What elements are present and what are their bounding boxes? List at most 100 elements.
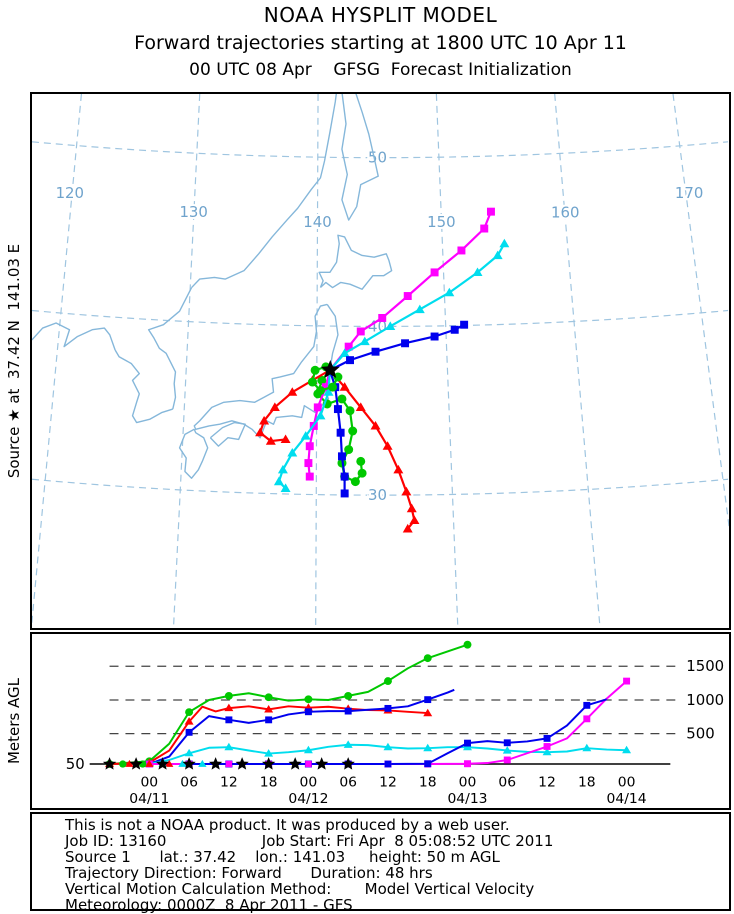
- traj-cyan-s-marker: [277, 464, 288, 474]
- page-subtitle: Forward trajectories starting at 1800 UT…: [134, 32, 627, 54]
- traj-blue-s-marker: [336, 428, 345, 437]
- lat-tick-label: 30: [368, 486, 387, 504]
- traj-magenta-ne-marker: [356, 327, 365, 336]
- traj-cyan-ne-marker: [339, 348, 350, 357]
- traj-red-w-marker: [287, 387, 298, 396]
- traj-blue-e-marker: [460, 320, 469, 329]
- source-line: Source 1 lat.: 37.42 lon.: 141.03 height…: [65, 848, 500, 866]
- traj-green-loop-s-marker: [356, 456, 366, 466]
- hgt-cyan-marker: [622, 745, 632, 754]
- traj-green-loop-s-marker: [357, 468, 367, 478]
- baseline-marker: [305, 760, 312, 768]
- start-star-icon: [182, 757, 196, 770]
- hgt-cyan-marker: [383, 742, 393, 751]
- traj-green-loop-marker: [333, 372, 343, 382]
- time-tick-label: 06: [339, 775, 357, 791]
- traj-blue-s-marker: [337, 452, 346, 461]
- traj-red-w-marker: [280, 434, 291, 444]
- coastline-china-coast: [32, 322, 116, 351]
- lon-tick-label: 140: [303, 213, 331, 231]
- hgt-magenta-marker: [583, 715, 591, 723]
- hgt-magenta-marker: [623, 677, 631, 685]
- time-tick-label: 18: [578, 775, 596, 791]
- hgt-blue-2-marker: [503, 739, 511, 747]
- traj-green-loop-s-marker: [317, 375, 327, 385]
- header: NOAA HYSPLIT MODEL Forward trajectories …: [30, 3, 731, 80]
- height-gridline-label: 1000: [686, 692, 724, 709]
- traj-magenta-s-marker: [305, 472, 314, 481]
- lat-tick-label: 50: [368, 149, 387, 167]
- hgt-blue: [148, 688, 455, 765]
- hgt-green-marker: [383, 677, 392, 685]
- traj-cyan-s-marker: [323, 387, 334, 396]
- baseline-marker: [464, 760, 471, 768]
- traj-cyan-s-marker: [273, 476, 284, 486]
- time-tick-label: 06: [498, 775, 516, 791]
- traj-red-s-marker: [393, 464, 404, 474]
- traj-magenta-ne-marker: [486, 207, 495, 216]
- date-label: 04/13: [447, 791, 487, 807]
- date-label: 04/14: [607, 791, 647, 807]
- traj-green-loop-s-marker: [348, 426, 358, 436]
- vertical-motion-line: Vertical Motion Calculation Method: Mode…: [65, 880, 535, 898]
- hgt-green-marker: [344, 692, 353, 700]
- lat-gridline-50: [32, 141, 729, 159]
- time-tick-label: 06: [180, 775, 198, 791]
- hgt-blue-2-marker: [583, 701, 591, 709]
- coastline-korea-east: [147, 287, 193, 410]
- traj-red-s-marker: [406, 503, 417, 513]
- hgt-green-marker: [264, 693, 273, 702]
- time-tick-label: 18: [260, 775, 278, 791]
- traj-green-loop-marker: [310, 365, 320, 375]
- hgt-cyan-marker: [423, 743, 433, 752]
- hgt-cyan-marker: [582, 743, 592, 752]
- date-label: 04/12: [288, 791, 328, 807]
- hgt-blue-marker: [225, 716, 233, 724]
- disclaimer-line: This is not a NOAA product. It was produ…: [65, 816, 510, 834]
- coastline-sakhalin: [341, 94, 379, 221]
- traj-cyan-ne-marker: [472, 267, 483, 276]
- traj-cyan-ne: [328, 242, 506, 372]
- baseline-marker: [145, 759, 154, 767]
- hgt-cyan-marker: [343, 740, 353, 748]
- traj-magenta-ne-marker: [430, 268, 439, 277]
- traj-blue-e-marker: [450, 325, 459, 334]
- time-tick-label: 18: [419, 775, 437, 791]
- traj-cyan-s-marker: [300, 431, 311, 440]
- traj-magenta-s-marker: [304, 459, 313, 468]
- traj-cyan-ne-marker: [414, 304, 425, 314]
- hgt-blue-2-marker: [464, 739, 471, 747]
- lon-gridline-120: [32, 94, 83, 627]
- coastline-shikoku: [209, 421, 246, 447]
- hgt-cyan-marker: [264, 749, 274, 757]
- start-star-icon: [261, 757, 276, 770]
- direction-line: Trajectory Direction: Forward Duration: …: [65, 864, 433, 882]
- traj-cyan-ne-marker: [385, 321, 396, 330]
- meters-agl-axis-label: Meters AGL: [5, 677, 24, 765]
- time-tick-label: 00: [459, 775, 477, 791]
- traj-green-loop-s-marker: [344, 445, 354, 455]
- init-info: 00 UTC 08 Apr GFSG Forecast Initializati…: [189, 60, 572, 80]
- height-gridline-label: 500: [686, 726, 714, 743]
- hgt-red-marker: [224, 703, 234, 712]
- traj-magenta-ne-marker: [378, 313, 387, 322]
- start-star-icon: [208, 757, 223, 770]
- traj-red-s: [328, 369, 416, 530]
- hgt-cyan-marker: [184, 748, 194, 757]
- hgt-red-marker: [423, 708, 433, 717]
- traj-cyan-ne-marker: [492, 250, 503, 260]
- traj-cyan-s-marker: [280, 483, 291, 492]
- time-tick-label: 00: [140, 775, 158, 791]
- traj-magenta-ne-marker: [480, 224, 489, 233]
- coastline-primorye: [191, 94, 337, 289]
- traj-blue-s-marker: [340, 472, 349, 481]
- time-tick-label: 12: [379, 775, 397, 791]
- job-line: Job ID: 13160 Job Start: Fri Apr 8 05:08…: [65, 832, 554, 850]
- traj-cyan-s-marker: [287, 447, 298, 457]
- baseline-marker: [225, 760, 233, 768]
- traj-red-s-marker: [382, 441, 393, 450]
- hgt-red-marker: [264, 705, 274, 713]
- height-gridline-label: 1500: [686, 658, 724, 675]
